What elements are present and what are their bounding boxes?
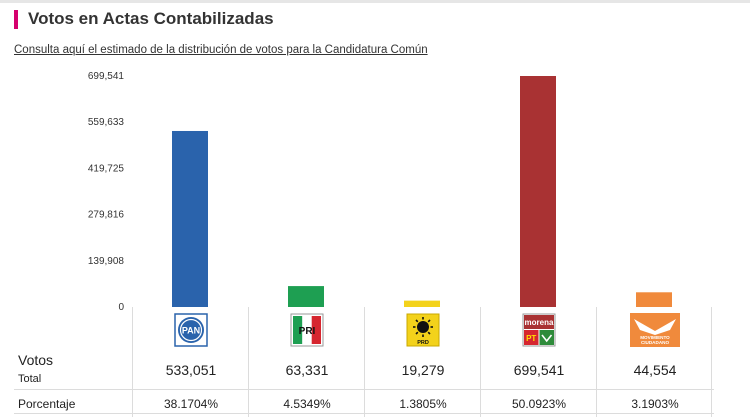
pri-logo-icon: PRI: [290, 313, 324, 347]
y-tick-label: 0: [118, 302, 124, 310]
prd-logo-icon: PRD: [406, 313, 440, 347]
mc-logo-text: MOVIMIENTO CIUDADANO: [640, 335, 670, 345]
bar-pan: [172, 130, 208, 307]
party-column-pan: PAN 533,051 38.1704%: [132, 307, 248, 417]
y-tick-label: 279,816: [88, 210, 125, 221]
vote-bar-chart: 0 139,908 279,816 419,725 559,633 699,541: [88, 71, 672, 310]
y-axis-ticks: 0 139,908 279,816 419,725 559,633 699,541: [88, 71, 125, 310]
page-title: Votos en Actas Contabilizadas: [28, 9, 274, 28]
morena-votes: 699,541: [513, 362, 565, 378]
morena-pt-pvem-logo-icon: morena PT: [522, 313, 556, 347]
bar-morena-pt-pvem: [520, 76, 556, 307]
prd-logo-text: PRD: [417, 340, 429, 346]
bar-pri: [288, 286, 324, 307]
morena-percentage: 50.0923%: [511, 397, 567, 411]
title-accent-bar: [14, 10, 18, 29]
party-column-prd: PRD 19,279 1.3805%: [364, 307, 480, 417]
prd-percentage: 1.3805%: [399, 397, 447, 411]
mc-votes: 44,554: [633, 362, 677, 378]
movimiento-ciudadano-logo-icon: MOVIMIENTO CIUDADANO: [630, 313, 680, 347]
mc-percentage: 3.1903%: [631, 397, 679, 411]
party-column-mc: MOVIMIENTO CIUDADANO 44,554 3.1903%: [596, 307, 712, 417]
y-tick-label: 139,908: [88, 256, 125, 267]
pan-logo-icon: PAN: [174, 313, 208, 347]
pan-votes: 533,051: [165, 362, 217, 378]
pan-percentage: 38.1704%: [163, 397, 219, 411]
party-column-pri: PRI 63,331 4.5349%: [248, 307, 364, 417]
candidatura-comun-link[interactable]: Consulta aquí el estimado de la distribu…: [14, 44, 428, 56]
pri-logo-text: PRI: [299, 326, 316, 337]
bar-prd: [404, 300, 440, 307]
percentage-row-label: Porcentaje: [18, 397, 76, 411]
pan-logo-text: PAN: [182, 326, 200, 336]
results-table: Votos Total Porcentaje PAN 533,051 38.17…: [0, 307, 750, 417]
total-row-label: Total: [18, 373, 42, 385]
pri-votes: 63,331: [285, 362, 329, 378]
y-tick-label: 559,633: [88, 117, 125, 128]
morena-logo-text: morena: [525, 318, 554, 327]
bars-group: [172, 76, 672, 307]
top-divider: [0, 0, 750, 3]
pt-logo-text: PT: [526, 334, 536, 343]
bar-mc: [636, 292, 672, 307]
y-tick-label: 419,725: [88, 163, 125, 174]
party-column-morena: morena PT 699,541 50.0923%: [480, 307, 596, 417]
prd-votes: 19,279: [401, 362, 445, 378]
votes-row-label: Votos: [18, 352, 54, 368]
pri-percentage: 4.5349%: [283, 397, 331, 411]
y-tick-label: 699,541: [88, 71, 125, 82]
